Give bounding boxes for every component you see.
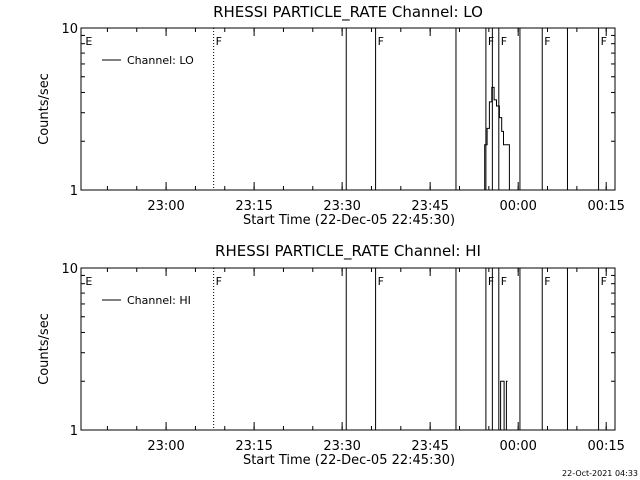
- y-axis-label: Counts/sec: [37, 73, 52, 145]
- x-tick-label: 00:15: [587, 439, 624, 454]
- x-tick-label: 00:15: [587, 199, 624, 214]
- legend-label: Channel: HI: [127, 294, 191, 307]
- x-tick-label: 23:45: [411, 439, 448, 454]
- flag-label: F: [488, 35, 494, 48]
- x-tick-label: 23:15: [235, 439, 272, 454]
- x-tick-label: 23:00: [147, 439, 184, 454]
- data-series-line: [498, 380, 508, 431]
- legend-label: Channel: LO: [127, 54, 194, 67]
- flag-label: F: [544, 35, 550, 48]
- x-tick-label: 23:00: [147, 199, 184, 214]
- y-axis-label: Counts/sec: [37, 313, 52, 385]
- x-tick-label: 23:30: [323, 199, 360, 214]
- flag-label: F: [544, 275, 550, 288]
- flag-label: F: [378, 35, 384, 48]
- flag-label: F: [501, 35, 507, 48]
- plot-frame: [80, 267, 616, 431]
- x-tick-label: 00:00: [499, 439, 536, 454]
- x-tick-label: 23:45: [411, 199, 448, 214]
- flag-label: F: [601, 275, 607, 288]
- x-axis-label: Start Time (22-Dec-05 22:45:30): [243, 453, 455, 468]
- chart-panel-hi: RHESSI PARTICLE_RATE Channel: HIE F F F F F F2…: [37, 242, 625, 468]
- chart-title: RHESSI PARTICLE_RATE Channel: HI: [215, 242, 481, 261]
- y-tick-label: 10: [61, 262, 78, 277]
- y-tick-label: 1: [70, 184, 78, 199]
- flag-label: F: [216, 35, 222, 48]
- chart-panels: RHESSI PARTICLE_RATE Channel: LOE F F F F F F2…: [37, 3, 625, 468]
- chart-title: RHESSI PARTICLE_RATE Channel: LO: [213, 3, 483, 22]
- flag-label: F: [378, 275, 384, 288]
- y-tick-label: 10: [61, 22, 78, 37]
- flag-label: E: [85, 275, 92, 288]
- data-series-line: [482, 86, 513, 191]
- plot-frame: [80, 27, 616, 191]
- x-axis-label: Start Time (22-Dec-05 22:45:30): [243, 213, 455, 228]
- flag-label: E: [85, 35, 92, 48]
- x-tick-label: 00:00: [499, 199, 536, 214]
- flag-label: F: [216, 275, 222, 288]
- flag-label: F: [488, 275, 494, 288]
- x-tick-label: 23:30: [323, 439, 360, 454]
- x-tick-label: 23:15: [235, 199, 272, 214]
- y-tick-label: 1: [70, 424, 78, 439]
- chart-panel-lo: RHESSI PARTICLE_RATE Channel: LOE F F F F F F2…: [37, 3, 625, 228]
- timestamp-label: 22-Oct-2021 04:33: [562, 469, 638, 478]
- flag-label: F: [601, 35, 607, 48]
- flag-label: F: [501, 275, 507, 288]
